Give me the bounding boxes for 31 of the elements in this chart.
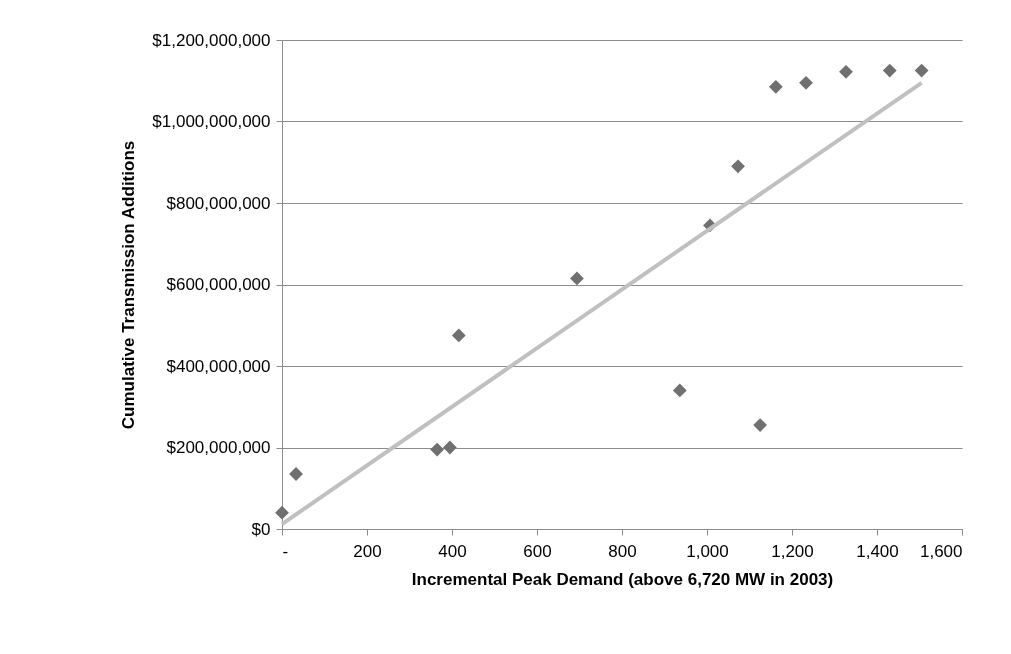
point — [753, 418, 768, 432]
x-tick-label: - — [282, 541, 289, 561]
point — [451, 328, 466, 343]
x-tick-label: 800 — [608, 541, 637, 561]
y-tick-label: $1,200,000,000 — [152, 30, 271, 50]
y-axis-title: Cumulative Transmission Additions — [119, 140, 139, 430]
point — [570, 271, 584, 286]
point — [731, 159, 745, 174]
point — [882, 63, 897, 78]
point — [275, 505, 289, 520]
y-tick-label: $200,000,000 — [166, 438, 271, 457]
x-tick-label: 1,600 — [919, 541, 963, 561]
point — [768, 79, 783, 94]
x-tick-label: 400 — [438, 541, 467, 561]
x-axis-title: Incremental Peak Demand (above 6,720 MW in 2003) — [411, 569, 834, 589]
x-tick-label: 1,400 — [856, 541, 899, 561]
y-tick-label: $1,000,000,000 — [152, 112, 271, 131]
x-tick-label: 1,000 — [686, 541, 729, 561]
point — [799, 75, 813, 90]
point — [914, 63, 929, 78]
y-tick-label: $400,000,000 — [166, 356, 271, 376]
y-tick-label: $600,000,000 — [166, 275, 271, 294]
x-tick-label: 1,200 — [771, 541, 814, 561]
x-tick-label: 200 — [353, 541, 382, 561]
point — [839, 64, 853, 79]
point — [442, 440, 457, 455]
point — [672, 383, 687, 398]
y-tick-label: $800,000,000 — [166, 193, 271, 213]
point — [430, 442, 445, 457]
y-tick-label: $0 — [251, 519, 271, 539]
x-tick-label: 600 — [523, 541, 552, 561]
